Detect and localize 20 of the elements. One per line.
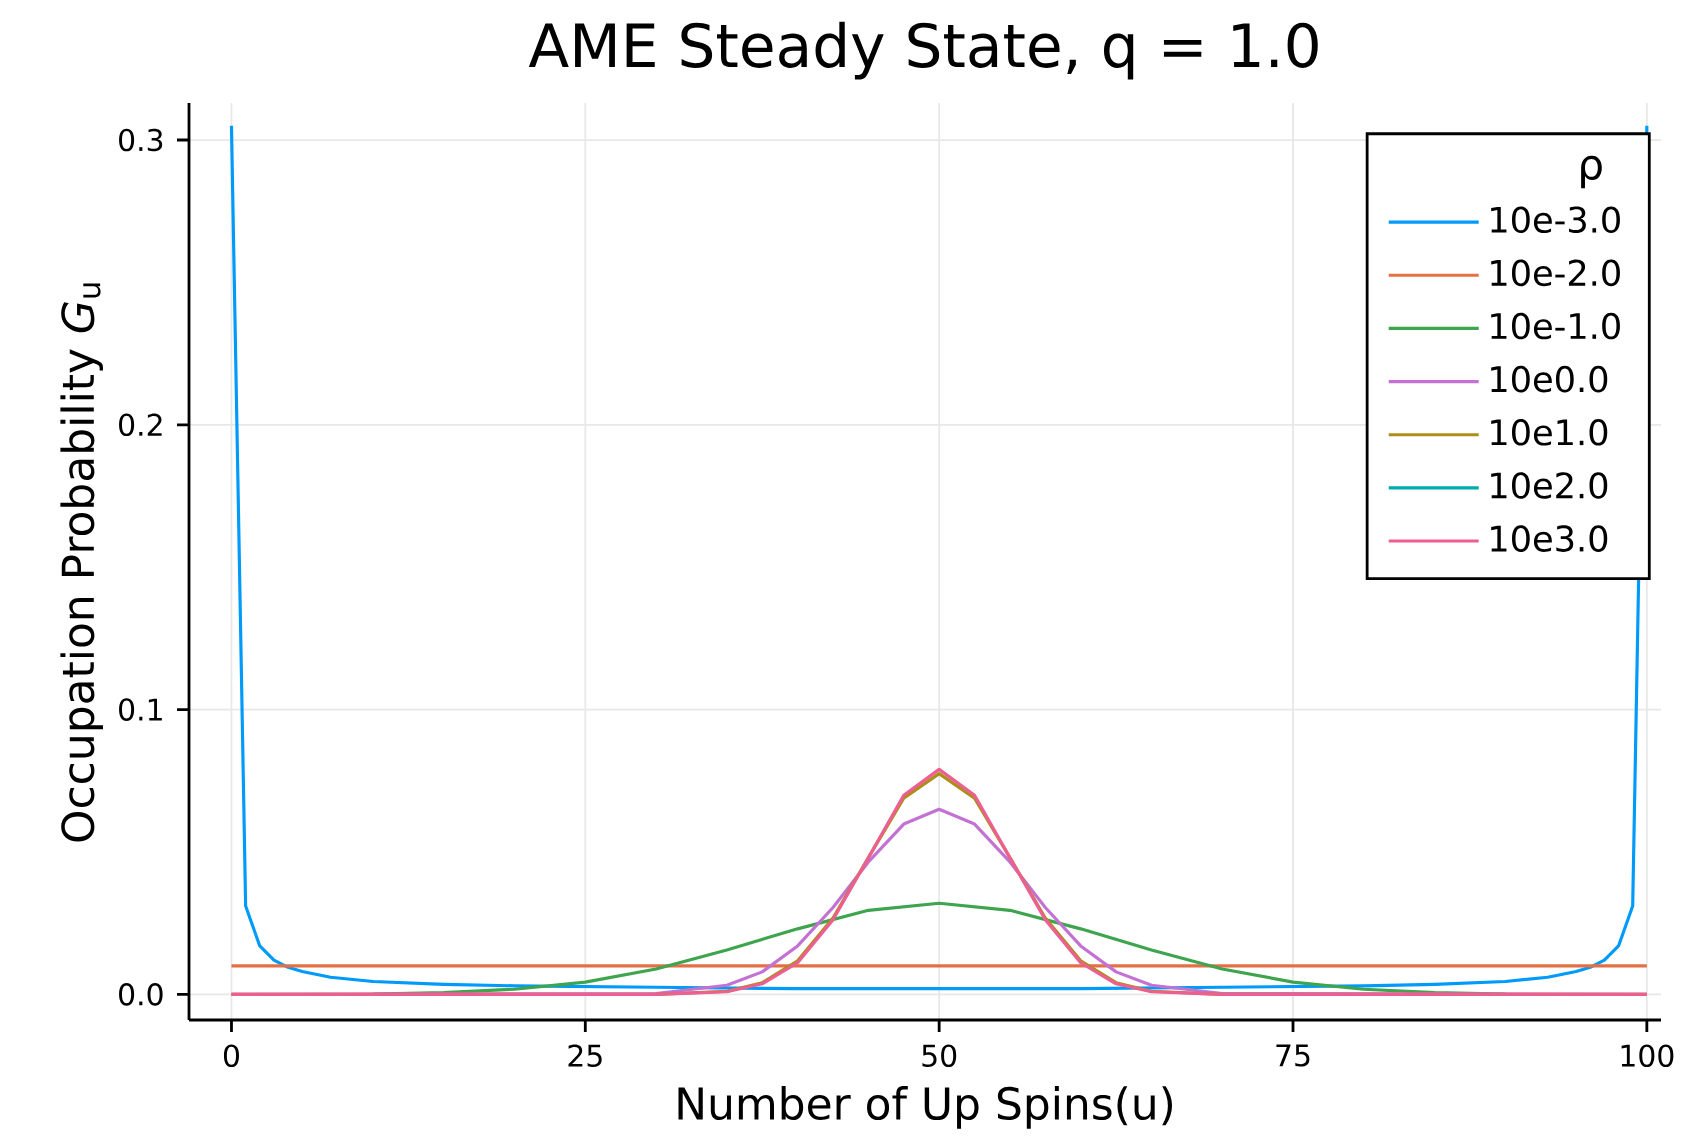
y-tick-label: 0.2 [119,413,162,437]
legend-label: 10e-1.0 [1491,312,1620,340]
x-tick-label: 25 [568,1044,602,1068]
legend-label: 10e2.0 [1491,472,1608,499]
chart-title: AME Steady State, q = 1.0 [528,21,1318,80]
x-tick-label: 75 [1276,1044,1310,1067]
y-tick-label: 0.1 [119,698,162,721]
legend-label: 10e1.0 [1491,418,1608,446]
x-axis-title: Number of Up Spins(u) [678,1086,1173,1129]
y-axis-title: Occupation Probability G$_{u}$ [60,283,103,842]
legend-label: 10e-2.0 [1491,259,1620,287]
y-tick-label: 0.0 [119,983,163,1006]
legend-label: 10e0.0 [1491,365,1608,393]
legend-label: 10e-3.0 [1491,206,1620,234]
y-tick-label: 0.3 [119,128,163,152]
legend-label: 10e3.0 [1491,525,1608,552]
x-tick-label: 100 [1621,1044,1674,1068]
x-tick-label: 50 [922,1044,957,1068]
x-tick-label: 0 [223,1044,239,1068]
legend-title: ρ [1581,155,1602,189]
